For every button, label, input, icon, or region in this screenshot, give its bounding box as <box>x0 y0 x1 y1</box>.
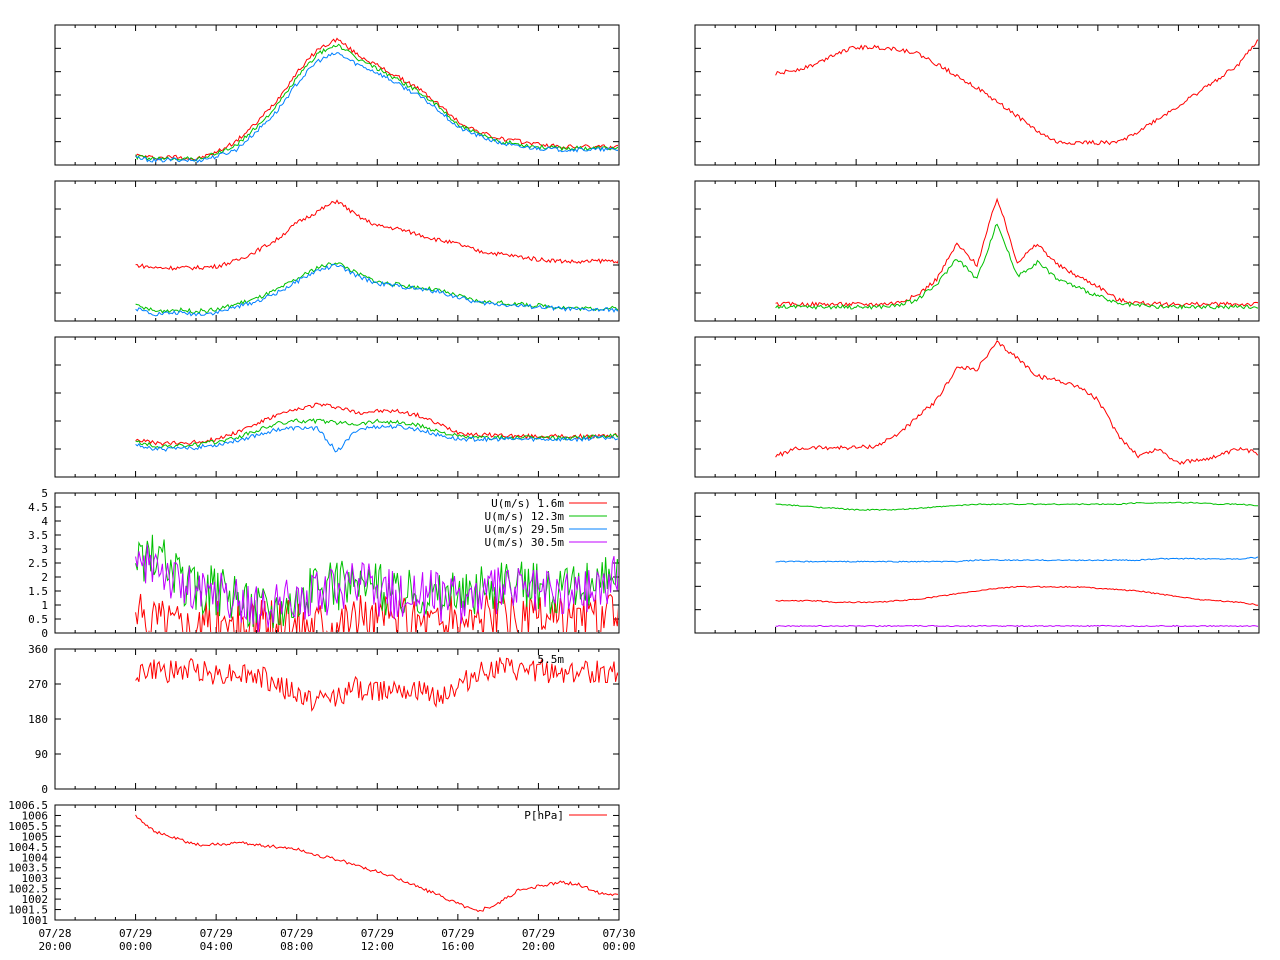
y-tick-label: 0.5 <box>28 613 48 626</box>
y-tick-label: 1001 <box>22 914 49 927</box>
y-tick-label: 1003 <box>22 872 49 885</box>
series-line-purple <box>775 624 1258 628</box>
series-line-red <box>135 402 618 446</box>
series-line-green <box>775 223 1258 310</box>
series-line-blue <box>135 263 618 317</box>
panel-wind-speed: 00.511.522.533.544.55 U(m/s) 1.6mU(m/s) 1… <box>28 487 620 640</box>
series-line-green <box>135 418 618 449</box>
x-tick-label-date: 07/29 <box>200 927 233 940</box>
series-line-red <box>135 814 618 913</box>
x-tick-label-time: 12:00 <box>361 940 394 953</box>
x-tick-label-date: 07/28 <box>38 927 71 940</box>
y-tick-label: 1001.5 <box>8 904 48 917</box>
y-tick-label: 1004 <box>22 851 49 864</box>
y-tick-label: 1006 <box>22 809 49 822</box>
panel-var <box>54 336 620 478</box>
panel-frame <box>694 24 1260 166</box>
series-line-green <box>135 262 618 314</box>
series-line-red <box>775 340 1258 466</box>
x-tick-label-date: 07/29 <box>441 927 474 940</box>
series-line-red <box>775 197 1258 308</box>
y-tick-label: 1004.5 <box>8 841 48 854</box>
y-tick-label: 3 <box>41 543 48 556</box>
x-tick-label-time: 08:00 <box>280 940 313 953</box>
panel-frame <box>694 180 1260 322</box>
legend-label: U(m/s) 29.5m <box>485 523 565 536</box>
y-tick-label: 0 <box>41 627 48 640</box>
x-tick-label-time: 00:00 <box>119 940 152 953</box>
series-line-red <box>775 39 1258 146</box>
x-tick-label-time: 16:00 <box>441 940 474 953</box>
panel-frame <box>694 336 1260 478</box>
panel-single-line <box>694 336 1260 478</box>
y-tick-label: 4.5 <box>28 501 48 514</box>
legend-label: U(m/s) 12.3m <box>485 510 565 523</box>
x-tick-label-time: 20:00 <box>38 940 71 953</box>
y-tick-label: 1 <box>41 599 48 612</box>
series-line-green <box>135 534 618 629</box>
panel-frame <box>694 492 1260 634</box>
y-tick-label: 270 <box>28 678 48 691</box>
x-tick-label-date: 07/29 <box>361 927 394 940</box>
y-tick-label: 1003.5 <box>8 862 48 875</box>
series-line-red <box>135 657 618 712</box>
panel-frame <box>54 180 620 322</box>
y-tick-label: 2.5 <box>28 557 48 570</box>
y-tick-label: 5 <box>41 487 48 500</box>
y-tick-label: 180 <box>28 713 48 726</box>
panel-frame <box>54 804 620 921</box>
series-line-green <box>775 501 1258 511</box>
series-line-green <box>135 43 618 162</box>
y-tick-label: 1002 <box>22 893 49 906</box>
y-tick-label: 90 <box>35 748 48 761</box>
series-line-red <box>135 199 618 271</box>
x-tick-label-time: 00:00 <box>602 940 635 953</box>
y-tick-label: 0 <box>41 783 48 796</box>
panel-wind-dir: 0 90 180 270 360 5.5m <box>28 643 620 796</box>
y-tick-label: 1005 <box>22 830 49 843</box>
y-tick-label: 1006.5 <box>8 799 48 812</box>
legend-label: 5.5m <box>538 653 565 666</box>
y-tick-label: 1002.5 <box>8 883 48 896</box>
panel-humidity <box>54 180 620 322</box>
y-tick-label: 360 <box>28 643 48 656</box>
panel-levels <box>694 492 1260 634</box>
y-tick-label: 1005.5 <box>8 820 48 833</box>
y-tick-label: 3.5 <box>28 529 48 542</box>
legend-label: U(m/s) 1.6m <box>491 497 564 510</box>
x-tick-label-date: 07/29 <box>280 927 313 940</box>
x-tick-label-date: 07/29 <box>522 927 555 940</box>
legend-label: U(m/s) 30.5m <box>485 536 565 549</box>
series-line-blue <box>775 556 1258 563</box>
panel-solar <box>694 180 1260 322</box>
y-tick-label: 2 <box>41 571 48 584</box>
series-line-blue <box>135 424 618 453</box>
x-tick-label-time: 04:00 <box>200 940 233 953</box>
series-line-blue <box>135 52 618 164</box>
x-tick-label-time: 20:00 <box>522 940 555 953</box>
series-line-purple <box>135 544 618 632</box>
series-line-red <box>775 585 1258 606</box>
panel-temp <box>54 24 620 166</box>
panel-radiation-steps <box>694 24 1260 166</box>
series-line-red <box>135 593 618 632</box>
legend-label: P[hPa] <box>524 809 564 822</box>
series-line-red <box>135 37 618 161</box>
x-tick-label-date: 07/29 <box>119 927 152 940</box>
y-tick-label: 1.5 <box>28 585 48 598</box>
x-tick-label-date: 07/30 <box>602 927 635 940</box>
panel-pressure: 10011001.510021002.510031003.510041004.5… <box>8 799 620 927</box>
y-tick-label: 4 <box>41 515 48 528</box>
